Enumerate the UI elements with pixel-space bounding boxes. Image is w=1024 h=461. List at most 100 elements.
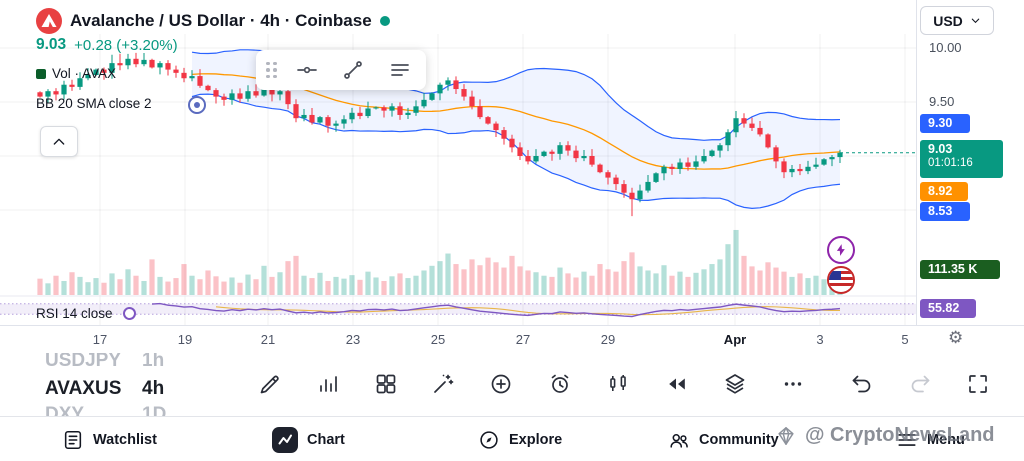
currency-value: USD (933, 12, 963, 29)
time-axis-label: 21 (260, 332, 276, 347)
layouts-button[interactable] (366, 363, 406, 405)
ellipsis-icon (784, 382, 802, 386)
more-button[interactable] (773, 363, 813, 405)
chevron-up-icon (53, 138, 65, 145)
price-axis-tick: 9.50 (929, 94, 955, 109)
magic-wand-icon (434, 374, 454, 393)
price-badge: 8.92 (920, 182, 968, 201)
chart-icon (272, 426, 298, 453)
symbol-timeframe: 4h (142, 378, 165, 399)
nav-explore[interactable]: Explore (478, 417, 562, 461)
volume-legend[interactable]: Vol · AVAX (36, 66, 116, 81)
time-axis-label: 23 (345, 332, 361, 347)
replay-button[interactable] (657, 363, 697, 405)
horizontal-line-icon (297, 66, 318, 74)
fullscreen-button[interactable] (958, 363, 998, 405)
time-axis-label: 29 (600, 332, 616, 347)
time-axis-label: 25 (430, 332, 446, 347)
bar-chart-icon (320, 376, 337, 392)
pencil-icon (260, 375, 279, 394)
rsi-legend[interactable]: RSI 14 close (36, 306, 136, 321)
layers-icon (725, 374, 745, 394)
redo-icon (911, 375, 930, 393)
symbol-timeframe: 1h (142, 350, 165, 371)
community-icon (670, 433, 688, 448)
alerts-button[interactable] (540, 363, 580, 405)
magic-tools-button[interactable] (423, 363, 463, 405)
us-flag-icon (829, 271, 853, 289)
draw-tool-button[interactable] (250, 363, 290, 405)
time-axis-label: 17 (92, 332, 108, 347)
edit-toolbar (0, 361, 1024, 409)
plus-circle-icon (491, 374, 511, 394)
price-badge: 8.53 (920, 202, 970, 221)
symbol-list-item-usdjpy[interactable]: USDJPY 1h (45, 350, 164, 374)
nav-menu[interactable]: Menu (896, 417, 965, 461)
watchlist-icon (64, 430, 82, 449)
collapse-legend-button[interactable] (40, 126, 78, 157)
fullscreen-icon (969, 375, 987, 393)
undo-button[interactable] (842, 363, 882, 405)
rewind-icon (669, 378, 685, 390)
time-axis-label: 3 (816, 332, 824, 347)
currency-selector[interactable]: USD (920, 6, 994, 35)
us-flag-badge[interactable] (827, 266, 855, 294)
compass-icon (480, 430, 498, 449)
trend-line-icon (344, 61, 363, 79)
alarm-clock-icon (551, 374, 569, 393)
parallel-lines-tool-button[interactable] (384, 53, 416, 87)
bottom-nav: Watchlist Chart Explore Community (0, 416, 1024, 461)
chart-event-marker[interactable] (188, 96, 206, 114)
volume-legend-label: Vol · AVAX (52, 66, 117, 81)
price-axis[interactable]: 10.00 9.50 9.30 9.03 01:01:16 8.92 8.53 111.35 … (916, 0, 1024, 352)
symbol-name: USDJPY (45, 350, 122, 371)
nav-chart-label: Chart (307, 431, 345, 448)
symbol-header[interactable]: Avalanche / US Dollar · 4h · Coinbase (36, 8, 390, 34)
time-axis[interactable]: ⚙ 17 19 21 23 25 27 29 Apr 3 5 (0, 325, 1024, 353)
grid-icon (376, 374, 396, 394)
price-badge: 9.30 (920, 114, 970, 133)
last-price: 9.03 (36, 36, 67, 53)
horizontal-line-tool-button[interactable] (291, 53, 323, 87)
redo-button[interactable] (900, 363, 940, 405)
chevron-down-icon (971, 18, 980, 24)
bollinger-legend[interactable]: BB 20 SMA close 2 (36, 96, 152, 111)
axis-settings-gear-icon[interactable]: ⚙ (948, 328, 964, 347)
nav-community[interactable]: Community (668, 417, 779, 461)
indicators-button[interactable] (308, 363, 348, 405)
parallel-lines-icon (390, 64, 409, 76)
candles-icon (610, 375, 626, 391)
bollinger-legend-label: BB 20 SMA close 2 (36, 96, 152, 111)
lightning-icon (836, 244, 845, 256)
price-change-row: 9.03 +0.28 (+3.20%) (36, 36, 178, 54)
drag-handle[interactable] (266, 61, 277, 79)
price-badge: 111.35 K (920, 260, 1000, 279)
market-status-dot (379, 16, 390, 26)
time-axis-label: 5 (901, 332, 909, 347)
time-axis-label: 27 (515, 332, 531, 347)
add-button[interactable] (481, 363, 521, 405)
volume-legend-chip (36, 68, 46, 79)
symbol-name: AVAXUS (45, 378, 122, 399)
nav-explore-label: Explore (509, 431, 563, 448)
price-badge: 55.82 (920, 299, 976, 318)
floating-draw-toolbar (256, 50, 426, 90)
rsi-legend-label: RSI 14 close (36, 306, 113, 321)
time-axis-label: 19 (177, 332, 193, 347)
nav-menu-label: Menu (927, 431, 965, 448)
object-tree-button[interactable] (715, 363, 755, 405)
hamburger-menu-icon (898, 433, 916, 446)
time-axis-label: Apr (723, 332, 747, 347)
price-badge: 9.03 01:01:16 (920, 140, 1003, 178)
nav-watchlist-label: Watchlist (93, 431, 157, 448)
boost-badge[interactable] (827, 236, 855, 264)
rsi-indicator-icon (122, 307, 136, 320)
trend-line-tool-button[interactable] (337, 53, 369, 87)
avalanche-logo-icon (36, 8, 62, 34)
symbol-list-item-avaxus[interactable]: AVAXUS 4h (45, 378, 164, 402)
nav-chart[interactable]: Chart (272, 417, 345, 461)
price-change: +0.28 (+3.20%) (74, 36, 178, 54)
bar-type-button[interactable] (598, 363, 638, 405)
nav-watchlist[interactable]: Watchlist (62, 417, 157, 461)
